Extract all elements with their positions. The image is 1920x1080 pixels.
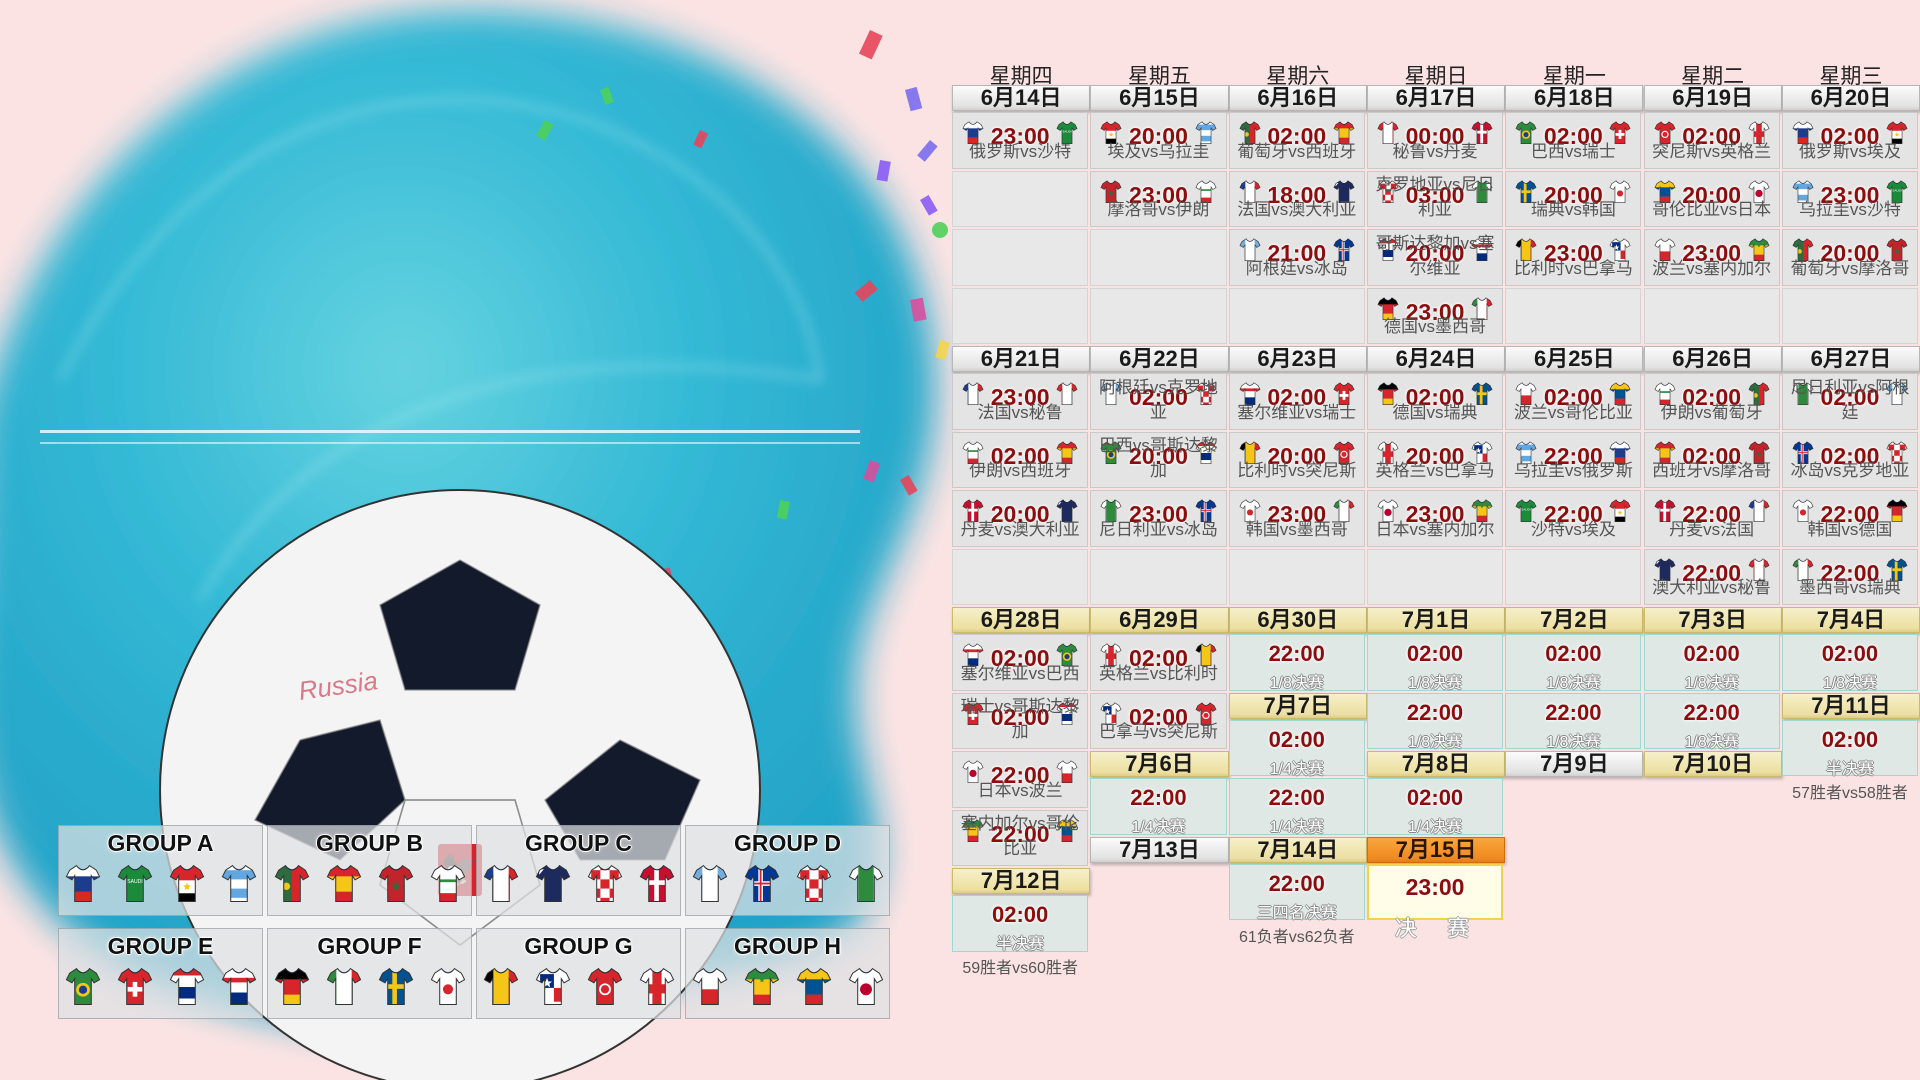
svg-text:SAUDI: SAUDI [1892,188,1902,192]
svg-text:SAUDI: SAUDI [1063,129,1073,133]
